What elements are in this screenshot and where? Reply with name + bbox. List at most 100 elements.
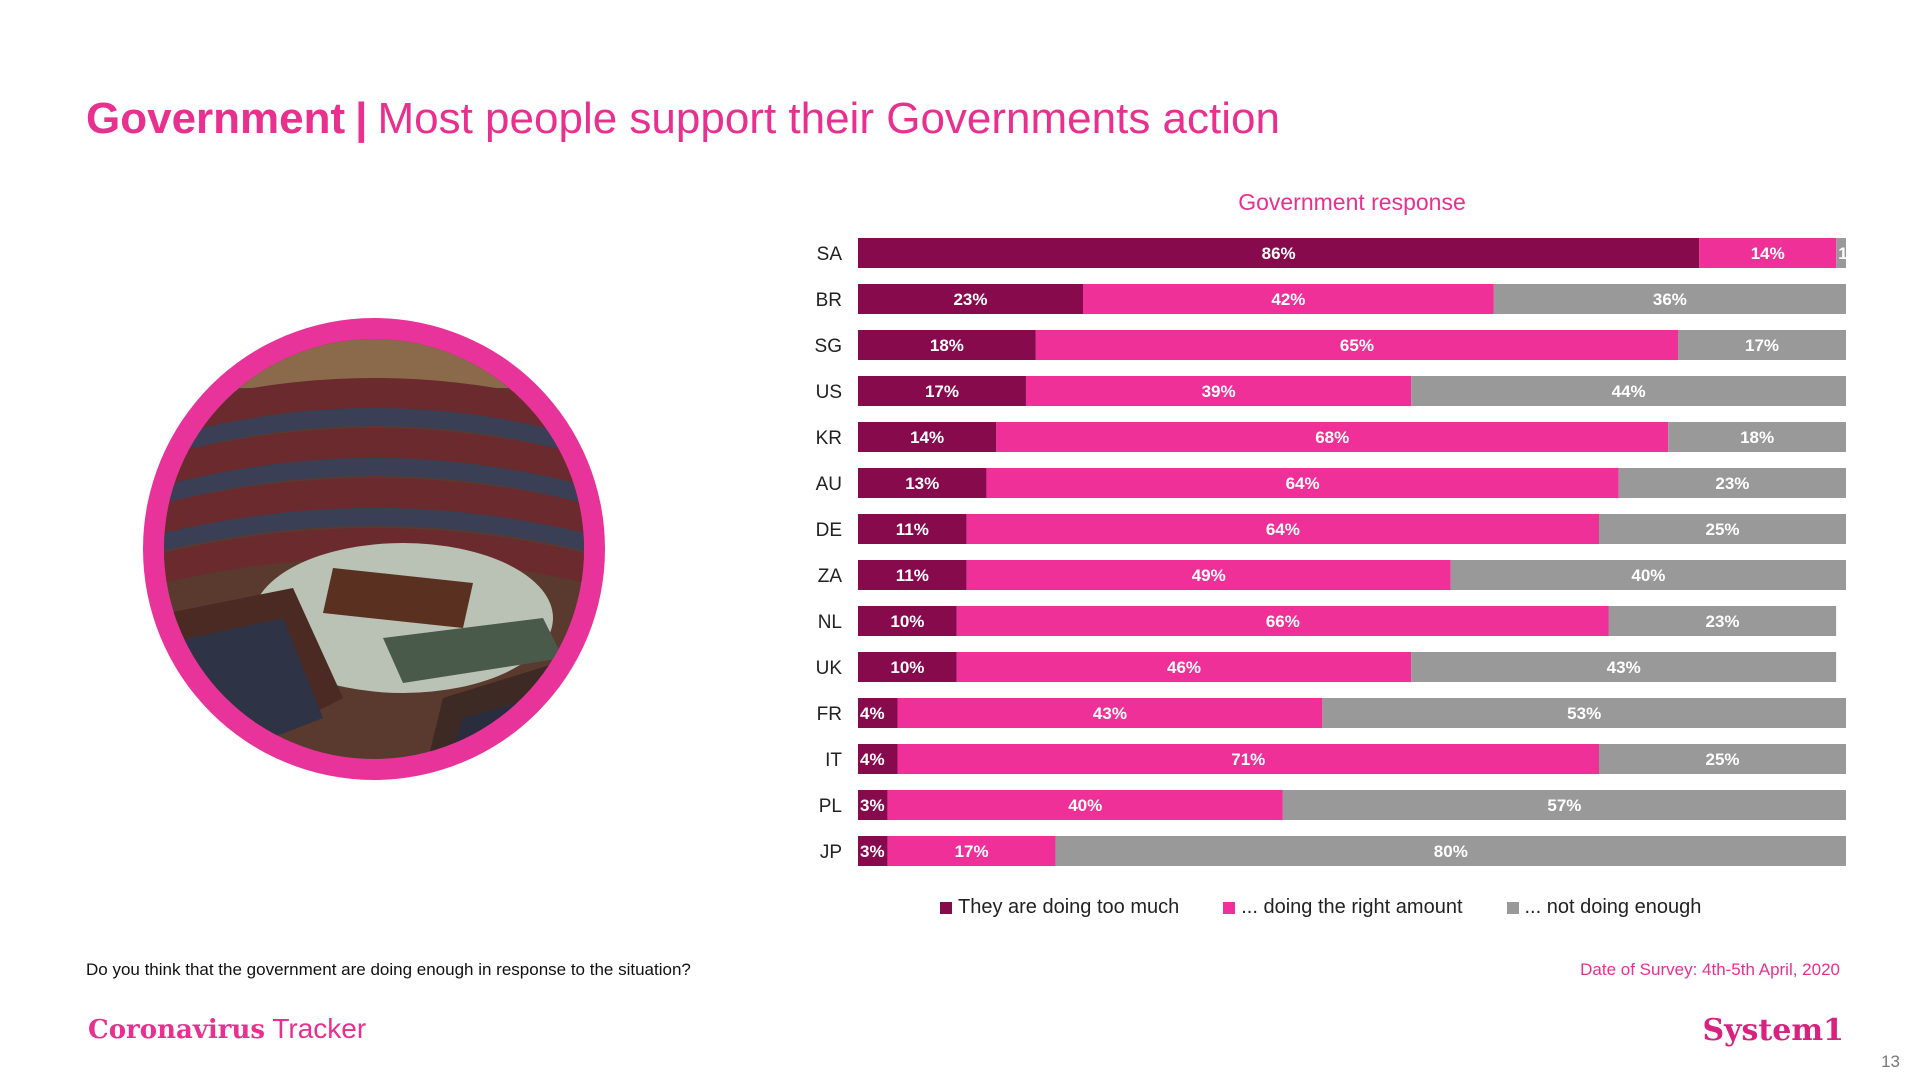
data-label-br-series-1: 42% <box>1271 290 1305 309</box>
category-label-de: DE <box>816 520 842 541</box>
data-label-br-series-0: 23% <box>953 290 987 309</box>
chart-title: Government response <box>1238 189 1466 215</box>
data-label-de-series-2: 25% <box>1705 520 1739 539</box>
legend-item-right-amount: ... doing the right amount <box>1223 896 1463 919</box>
bar-pl-series-2 <box>1282 790 1846 820</box>
system1-logo: System1 <box>1702 1013 1844 1048</box>
legend-swatch-too-much <box>940 901 952 914</box>
slide-title: Government | Most people support their Gov… <box>86 94 1280 144</box>
data-label-it-series-0: 4% <box>860 750 885 769</box>
brand-bold: Coronavirus <box>88 1015 266 1045</box>
bar-us-series-2 <box>1411 376 1846 406</box>
data-label-sa-series-0: 86% <box>1262 244 1296 263</box>
category-label-au: AU <box>816 474 842 495</box>
bar-it-series-1 <box>897 744 1599 774</box>
bar-sa-series-1 <box>1699 238 1837 268</box>
data-label-au-series-2: 23% <box>1715 474 1749 493</box>
legend-swatch-not-enough <box>1506 901 1519 914</box>
data-label-jp-series-0: 3% <box>860 842 885 861</box>
bar-kr-series-0 <box>858 422 997 452</box>
legend-swatch-right-amount <box>1223 901 1236 914</box>
data-label-sg-series-0: 18% <box>930 336 964 355</box>
bar-sa-series-0 <box>858 238 1700 268</box>
data-label-kr-series-1: 68% <box>1315 428 1349 447</box>
data-label-uk-series-1: 46% <box>1167 658 1201 677</box>
category-label-jp: JP <box>820 842 842 863</box>
data-label-br-series-2: 36% <box>1653 290 1687 309</box>
bar-sa-series-2 <box>1836 238 1846 268</box>
bar-fr-series-1 <box>897 698 1323 728</box>
bar-de-series-1 <box>966 514 1599 544</box>
bar-kr-series-1 <box>996 422 1669 452</box>
bar-jp-series-2 <box>1055 836 1846 866</box>
data-label-fr-series-2: 53% <box>1567 704 1601 723</box>
data-label-jp-series-1: 17% <box>955 842 989 861</box>
government-response-chart: Government response SA 86% 14% 1% BR 23% 42% 36%… <box>780 180 1863 940</box>
bar-fr-series-0 <box>858 698 898 728</box>
data-label-nl-series-2: 23% <box>1705 612 1739 631</box>
data-label-pl-series-0: 3% <box>860 796 885 815</box>
bar-nl-series-2 <box>1608 606 1837 636</box>
bar-pl-series-0 <box>858 790 888 820</box>
coronavirus-tracker-brand: Coronavirus Tracker <box>88 1013 366 1045</box>
bar-za-series-0 <box>858 560 967 590</box>
title-bold: Government <box>86 94 346 143</box>
bar-de-series-2 <box>1599 514 1846 544</box>
bar-de-series-0 <box>858 514 967 544</box>
bar-au-series-1 <box>986 468 1619 498</box>
bar-pl-series-1 <box>887 790 1283 820</box>
bar-nl-series-0 <box>858 606 957 636</box>
data-label-de-series-1: 64% <box>1266 520 1300 539</box>
bar-br-series-0 <box>858 284 1083 314</box>
data-label-au-series-1: 64% <box>1286 474 1320 493</box>
data-label-za-series-0: 11% <box>896 566 929 585</box>
survey-date: Date of Survey: 4th-5th April, 2020 <box>1580 960 1840 979</box>
category-label-za: ZA <box>818 566 843 587</box>
category-label-uk: UK <box>816 658 843 679</box>
data-label-za-series-1: 49% <box>1192 566 1226 585</box>
data-label-fr-series-1: 43% <box>1093 704 1127 723</box>
data-label-fr-series-0: 4% <box>860 704 885 723</box>
bar-br-series-2 <box>1493 284 1846 314</box>
bar-br-series-1 <box>1082 284 1494 314</box>
legend-label-not-enough: ... not doing enough <box>1524 896 1702 918</box>
data-label-au-series-0: 13% <box>905 474 939 493</box>
category-label-fr: FR <box>817 704 842 725</box>
bar-uk-series-0 <box>858 652 957 682</box>
category-label-br: BR <box>816 290 842 311</box>
bar-jp-series-1 <box>887 836 1056 866</box>
data-label-jp-series-2: 80% <box>1434 842 1468 861</box>
data-label-nl-series-1: 66% <box>1266 612 1300 631</box>
bar-it-series-2 <box>1599 744 1846 774</box>
brand-rest: Tracker <box>272 1013 367 1044</box>
data-label-it-series-1: 71% <box>1231 750 1265 769</box>
bar-fr-series-2 <box>1322 698 1846 728</box>
category-label-it: IT <box>825 750 842 771</box>
data-label-de-series-0: 11% <box>896 520 929 539</box>
bar-it-series-0 <box>858 744 898 774</box>
title-rest: Most people support their Governments ac… <box>377 94 1280 143</box>
data-label-us-series-1: 39% <box>1202 382 1236 401</box>
data-label-uk-series-2: 43% <box>1607 658 1641 677</box>
legend-label-right-amount: ... doing the right amount <box>1241 896 1463 918</box>
data-label-nl-series-0: 10% <box>890 612 924 631</box>
bar-uk-series-1 <box>956 652 1412 682</box>
legend-item-not-enough: ... not doing enough <box>1506 896 1702 919</box>
chart-legend: They are doing too much ... doing the ri… <box>940 896 1701 919</box>
data-label-sa-series-1: 14% <box>1751 244 1785 263</box>
data-label-uk-series-0: 10% <box>890 658 924 677</box>
data-label-sg-series-1: 65% <box>1340 336 1374 355</box>
data-label-pl-series-2: 57% <box>1547 796 1581 815</box>
legend-label-too-much: They are doing too much <box>958 896 1180 918</box>
bar-us-series-0 <box>858 376 1026 406</box>
legend-item-too-much: They are doing too much <box>940 896 1179 919</box>
category-label-pl: PL <box>819 796 842 817</box>
bar-us-series-1 <box>1025 376 1412 406</box>
parliament-photo <box>143 318 605 780</box>
survey-question: Do you think that the government are doi… <box>86 960 691 979</box>
page-number: 13 <box>1881 1052 1900 1071</box>
bar-za-series-1 <box>966 560 1451 590</box>
data-label-kr-series-0: 14% <box>910 428 944 447</box>
data-label-kr-series-2: 18% <box>1740 428 1774 447</box>
bar-jp-series-0 <box>858 836 888 866</box>
